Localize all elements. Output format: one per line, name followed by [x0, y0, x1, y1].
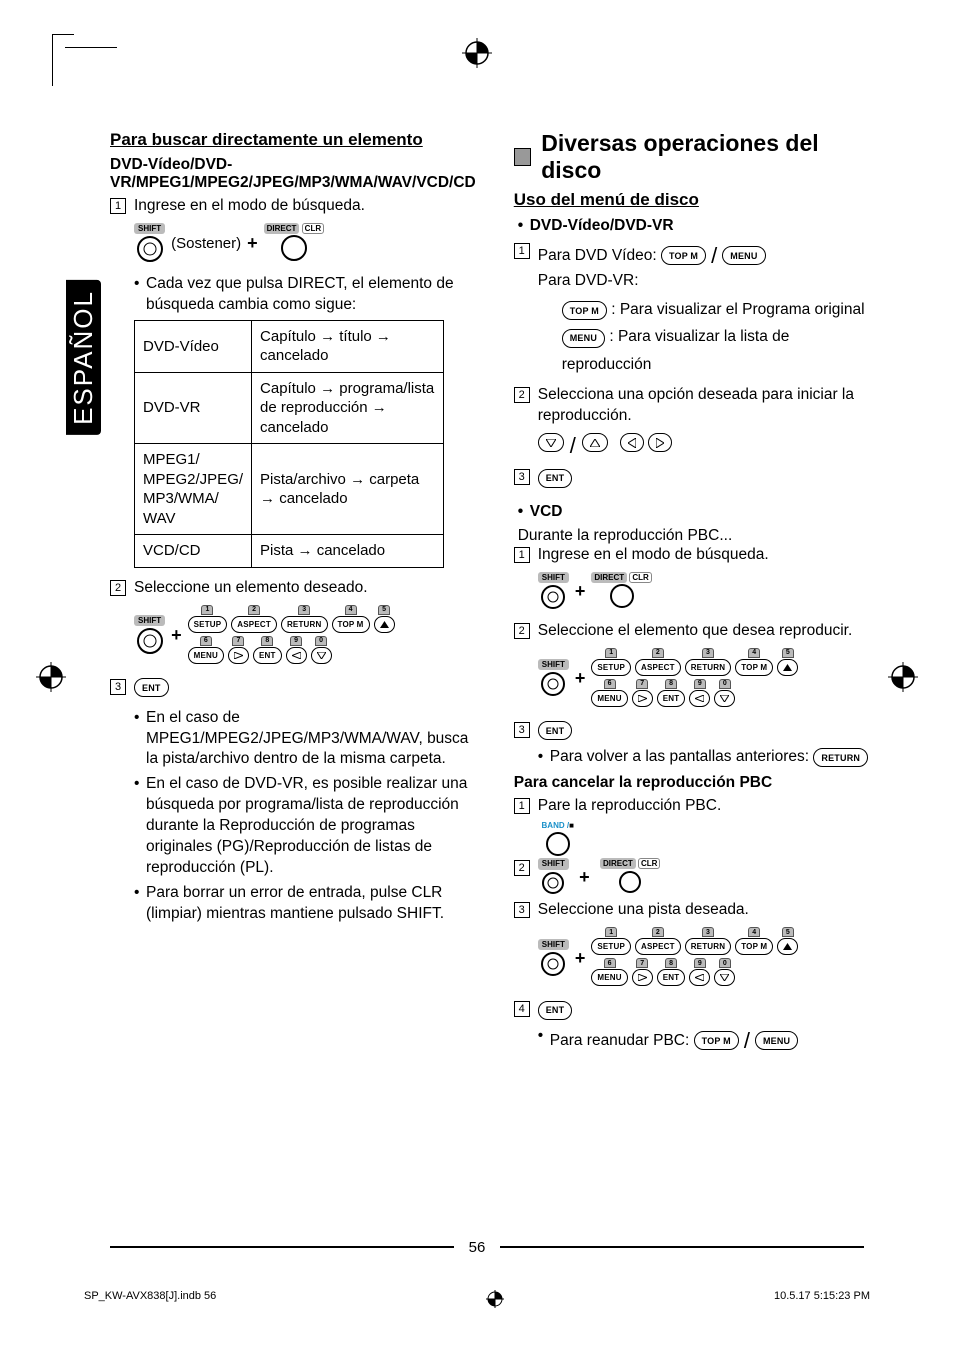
vcd-head: VCD — [518, 502, 874, 523]
ent-button: ENT — [538, 1001, 573, 1020]
band-button-row: BAND /■ — [538, 821, 874, 858]
step-number: 3 — [514, 902, 530, 918]
step-text: Seleccione una pista deseada. — [538, 900, 874, 921]
step-number: 2 — [514, 623, 530, 639]
step-number: 2 — [514, 860, 530, 876]
subsection-heading: Uso del menú de disco — [514, 190, 874, 210]
dial-icon — [135, 626, 165, 656]
footer-reg-icon — [486, 1290, 504, 1308]
left-button — [620, 433, 644, 452]
keypad-sequence: SHIFT + 1SETUP 2ASPECT 3RETURN 4TOP M 5 … — [538, 927, 874, 989]
step-number: 4 — [514, 1001, 530, 1017]
section-heading: Para buscar directamente un elemento — [110, 130, 476, 150]
step-text: Pare la reproducción PBC. — [538, 796, 874, 817]
step-number: 2 — [110, 580, 126, 596]
hold-text: (Sostener) — [171, 235, 241, 252]
note: En el caso de MPEG1/MPEG2/JPEG/MP3/WMA/W… — [134, 708, 476, 771]
topm-button: TOP M — [661, 246, 706, 265]
button-sequence: SHIFT + DIRECT CLR — [538, 858, 874, 897]
main-heading: Diversas operaciones del disco — [514, 130, 874, 184]
step-number: 3 — [514, 722, 530, 738]
remote-keypad: 1SETUP 2ASPECT 3RETURN 4TOP M 5 6MENU 7 … — [591, 648, 798, 710]
step-number: 3 — [110, 679, 126, 695]
page-number: 56 — [469, 1239, 486, 1256]
topm-desc: TOP M : Para visualizar el Programa orig… — [562, 296, 874, 324]
up-button — [582, 433, 608, 452]
cancel-pbc-head: Para cancelar la reproducción PBC — [514, 774, 874, 792]
step-text: Seleccione el elemento que desea reprodu… — [538, 621, 874, 642]
step-text: Selecciona una opción deseada para inici… — [538, 385, 874, 427]
step-icon: ENT — [134, 677, 476, 698]
keypad-sequence: SHIFT + 1SETUP 2ASPECT 3RETURN 4TOP M 5 … — [134, 605, 476, 667]
return-button: RETURN — [813, 748, 868, 767]
shift-label: SHIFT — [134, 615, 165, 626]
table-row: MPEG1/ MPEG2/JPEG/ MP3/WMA/ WAVPista/arc… — [135, 444, 444, 535]
footer-date: 10.5.17 5:15:23 PM — [774, 1290, 870, 1308]
plus-icon: + — [171, 625, 182, 646]
dvd-head: DVD-Vídeo/DVD-VR — [518, 216, 874, 237]
resume-note: Para reanudar PBC: TOP M / MENU — [538, 1026, 874, 1056]
step-number: 2 — [514, 387, 530, 403]
heading-box-icon — [514, 148, 531, 166]
menu-button: MENU — [755, 1031, 798, 1050]
language-tab: ESPAÑOL — [66, 280, 101, 435]
bullet: Cada vez que pulsa DIRECT, el elemento d… — [134, 274, 476, 316]
step-text: Ingrese en el modo de búsqueda. — [134, 196, 476, 217]
table-row: DVD-VídeoCapítulo → título → cancelado — [135, 320, 444, 372]
ent-button: ENT — [134, 678, 169, 697]
button-sequence: SHIFT (Sostener) + DIRECT CLR — [134, 223, 476, 264]
nav-buttons: / — [538, 433, 874, 459]
right-column: Diversas operaciones del disco Uso del m… — [514, 130, 874, 1060]
topm-button: TOP M — [694, 1031, 739, 1050]
note: En el caso de DVD-VR, es posible realiza… — [134, 774, 476, 879]
format-subhead: DVD-Vídeo/DVD-VR/MPEG1/MPEG2/JPEG/MP3/WM… — [110, 156, 476, 192]
note: Para borrar un error de entrada, pulse C… — [134, 883, 476, 925]
table-row: VCD/CDPista → cancelado — [135, 535, 444, 568]
left-column: Para buscar directamente un elemento DVD… — [110, 130, 476, 1060]
step-number: 1 — [514, 798, 530, 814]
button-sequence: SHIFT + DIRECT CLR — [538, 572, 874, 611]
menu-button: MENU — [722, 246, 765, 265]
footer-rule — [500, 1246, 864, 1248]
step-number: 1 — [514, 243, 530, 259]
remote-keypad: 1SETUP 2ASPECT 3RETURN 4TOP M 5 6MENU 7 … — [188, 605, 395, 667]
ent-button: ENT — [538, 721, 573, 740]
footer-file: SP_KW-AVX838[J].indb 56 — [84, 1290, 216, 1308]
menu-desc: MENU : Para visualizar la lista de repro… — [562, 323, 874, 379]
step-number: 1 — [110, 198, 126, 214]
footer-rule — [110, 1246, 454, 1248]
step-text: Ingrese en el modo de búsqueda. — [538, 545, 874, 566]
registration-mark-right — [888, 662, 918, 692]
vcd-intro: Durante la reproducción PBC... — [518, 527, 874, 545]
step-number: 3 — [514, 469, 530, 485]
keypad-sequence: SHIFT + 1SETUP 2ASPECT 3RETURN 4TOP M 5 … — [538, 648, 874, 710]
step-text: Seleccione un elemento deseado. — [134, 578, 476, 599]
registration-mark-top — [462, 38, 492, 68]
direct-clr-label: DIRECT CLR — [264, 224, 324, 233]
right-button — [648, 433, 672, 452]
slash-icon: / — [711, 241, 717, 271]
table-row: DVD-VRCapítulo → programa/lista de repro… — [135, 372, 444, 444]
plus-icon: + — [247, 233, 258, 254]
search-mode-table: DVD-VídeoCapítulo → título → cancelado D… — [134, 320, 444, 568]
ent-button: ENT — [538, 469, 573, 488]
return-note: Para volver a las pantallas anteriores: … — [538, 747, 874, 768]
dial-icon — [279, 233, 309, 263]
dial-icon — [135, 234, 165, 264]
down-button — [538, 433, 564, 452]
registration-mark-left — [36, 662, 66, 692]
step-text: Para DVD Vídeo: TOP M / MENU Para DVD-VR… — [538, 241, 874, 292]
print-footer: SP_KW-AVX838[J].indb 56 10.5.17 5:15:23 … — [84, 1290, 870, 1308]
remote-keypad: 1SETUP 2ASPECT 3RETURN 4TOP M 5 6MENU 7 … — [591, 927, 798, 989]
crop-mark — [52, 34, 74, 86]
step-number: 1 — [514, 547, 530, 563]
shift-label: SHIFT — [134, 223, 165, 234]
